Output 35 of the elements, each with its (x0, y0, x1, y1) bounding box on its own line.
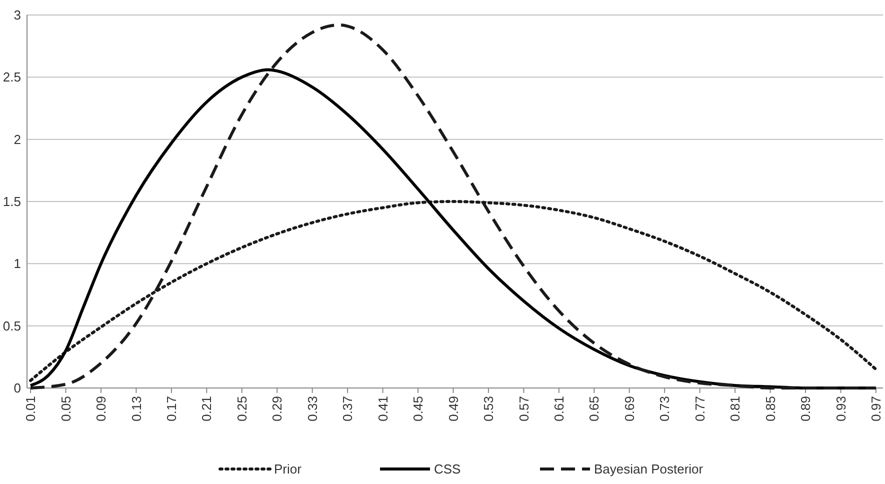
y-tick-label: 2.5 (2, 70, 21, 85)
x-tick-label: 0.97 (868, 396, 884, 422)
x-tick-label: 0.85 (762, 396, 778, 422)
y-tick-label: 3 (14, 8, 21, 23)
x-tick-label: 0.93 (833, 396, 848, 422)
x-tick-label: 0.49 (446, 396, 461, 422)
y-tick-label: 2 (14, 132, 21, 147)
legend-label: Prior (274, 462, 302, 477)
x-tick-label: 0.25 (234, 396, 250, 422)
x-tick-label: 0.69 (622, 396, 637, 422)
x-tick-label: 0.09 (94, 396, 109, 422)
x-tick-label: 0.29 (270, 396, 285, 422)
y-tick-label: 1 (14, 256, 21, 272)
x-tick-label: 0.89 (798, 396, 814, 422)
x-tick-label: 0.01 (23, 396, 38, 422)
x-tick-label: 0.45 (410, 396, 426, 422)
y-tick-label: 0 (14, 380, 21, 396)
x-tick-label: 0.77 (692, 396, 708, 422)
x-tick-label: 0.81 (728, 396, 743, 422)
x-tick-label: 0.65 (586, 396, 602, 422)
y-tick-label: 0.5 (2, 318, 21, 334)
legend-label: CSS (434, 462, 462, 477)
legend-label: Bayesian Posterior (594, 462, 704, 477)
x-tick-label: 0.17 (164, 396, 179, 422)
x-tick-label: 0.73 (657, 396, 672, 422)
x-tick-label: 0.33 (304, 396, 320, 422)
x-tick-label: 0.13 (128, 396, 144, 422)
x-tick-label: 0.37 (340, 396, 356, 422)
x-tick-label: 0.53 (481, 396, 496, 422)
x-tick-label: 0.57 (516, 396, 532, 422)
x-tick-label: 0.05 (58, 396, 74, 422)
y-tick-label: 1.5 (2, 194, 21, 210)
x-tick-label: 0.41 (375, 396, 390, 422)
x-tick-label: 0.61 (551, 396, 566, 422)
x-tick-label: 0.21 (199, 396, 214, 422)
